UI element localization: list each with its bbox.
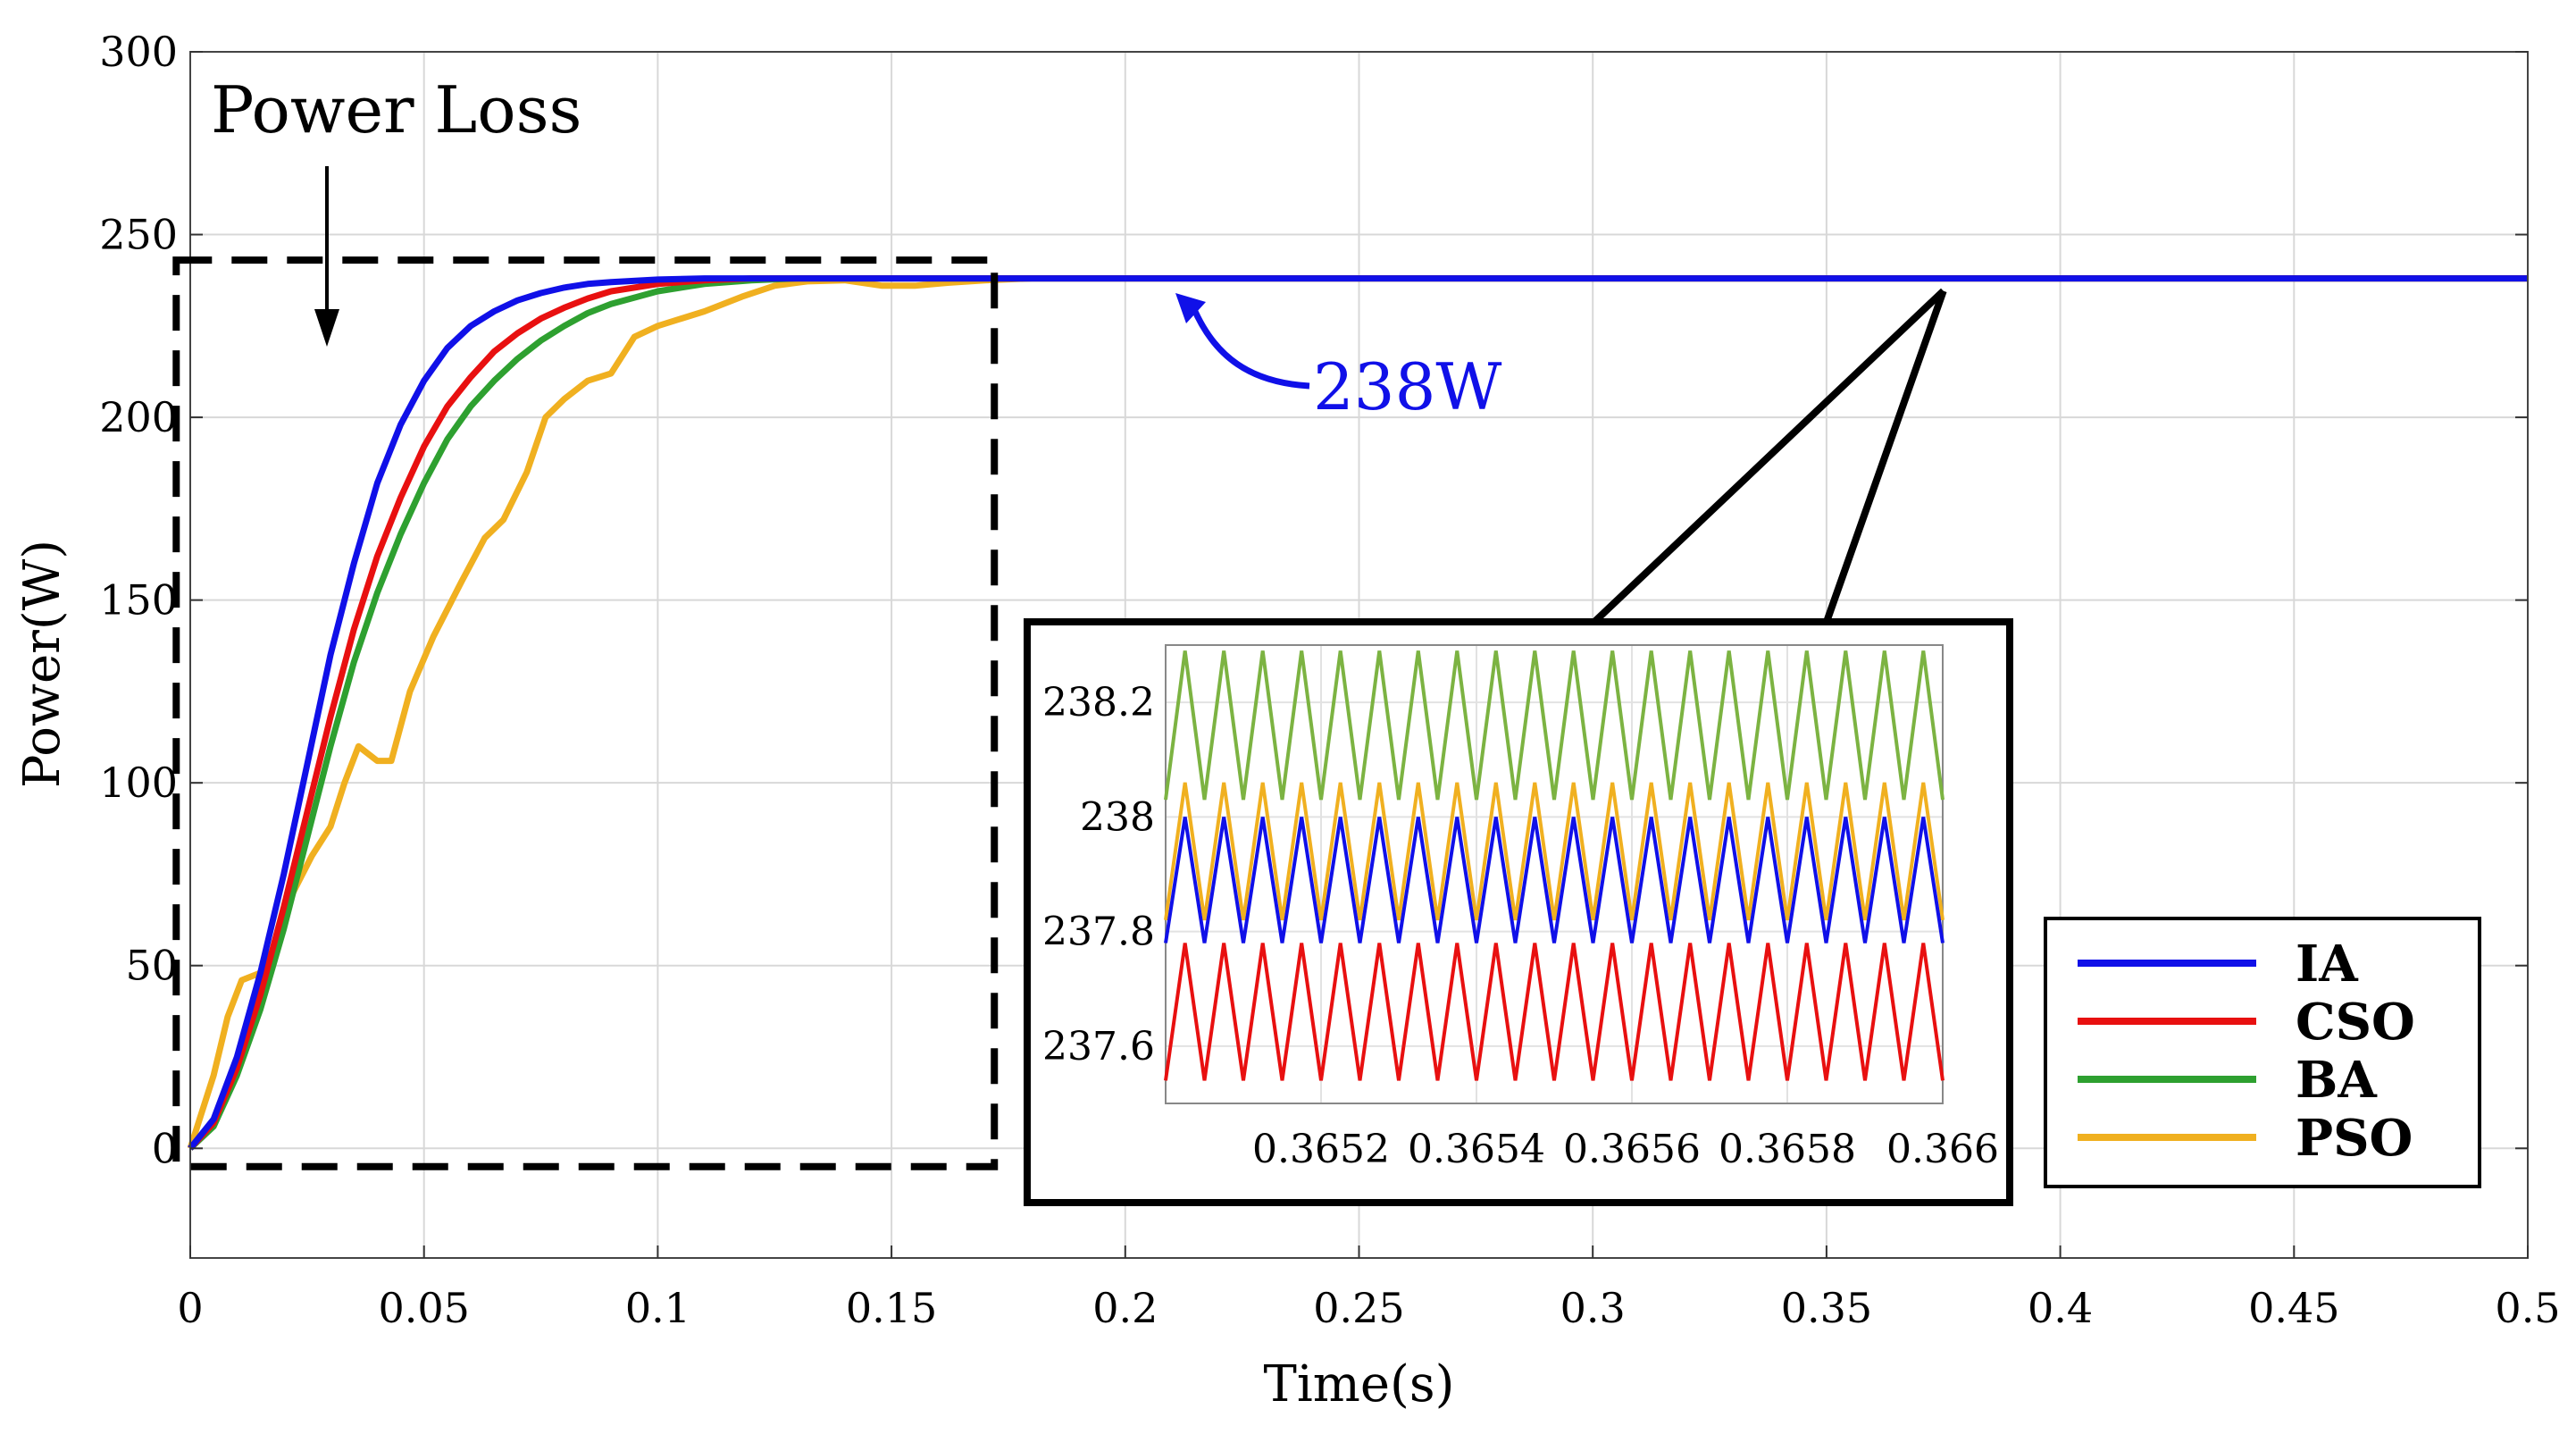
inset-x-tick-label: 0.3652 [1252, 1127, 1390, 1172]
x-tick-label: 0 [177, 1284, 203, 1332]
inset-y-tick-label: 238.2 [1042, 680, 1155, 725]
inset-y-tick-label: 237.8 [1042, 910, 1155, 955]
power-loss-arrow-icon [314, 166, 339, 347]
inset-zoom-plot: 0.3652 0.3654 0.3656 0.3658 0.366 237.6 237.8 2… [1024, 618, 2013, 1206]
legend-label-ia: IA [2296, 935, 2359, 994]
x-tick-label: 0.35 [1781, 1284, 1872, 1332]
inset-x-tick-label: 0.3654 [1408, 1127, 1545, 1172]
x-tick-label: 0.4 [2028, 1284, 2093, 1332]
steady-value-arrow-icon [1175, 293, 1310, 390]
inset-trace-pso [1164, 782, 1945, 921]
x-tick-label: 0.2 [1092, 1284, 1158, 1332]
x-tick-label: 0.1 [625, 1284, 690, 1332]
x-tick-label: 0.05 [378, 1284, 469, 1332]
power-loss-annotation: Power Loss [211, 72, 581, 147]
arrow-head [314, 309, 339, 347]
x-tick-label: 0.3 [1560, 1284, 1626, 1332]
series-lines [187, 275, 2528, 1151]
y-tick-label: 50 [125, 942, 178, 990]
steady-value-annotation: 238W [1313, 349, 1501, 424]
inset-x-tick-label: 0.3656 [1563, 1127, 1701, 1172]
y-axis-title: Power(W) [13, 540, 71, 788]
legend-label-cso: CSO [2296, 993, 2415, 1052]
inset-trace-cso [1164, 943, 1945, 1081]
inset-plot-frame [1165, 644, 1944, 1104]
inset-connector-lines [1592, 288, 1947, 625]
inset-y-tick-label: 238 [1080, 794, 1155, 840]
inset-trace-ba [1164, 650, 1945, 801]
connector-right [1823, 289, 1947, 624]
legend-box [2044, 917, 2481, 1188]
connector-left [1592, 288, 1946, 625]
x-tick-label: 0.5 [2495, 1284, 2560, 1332]
y-tick-label: 250 [99, 211, 178, 259]
inset-y-tick-label: 237.6 [1042, 1024, 1155, 1069]
x-tick-label: 0.15 [846, 1284, 937, 1332]
series-line-pso [187, 275, 2528, 1150]
legend-label-pso: PSO [2296, 1109, 2413, 1168]
y-tick-label: 150 [99, 576, 178, 625]
inset-x-tick-label: 0.366 [1886, 1127, 1999, 1172]
arrow-curve [1190, 306, 1310, 390]
y-tick-label: 200 [99, 393, 178, 441]
x-tick-label: 0.45 [2248, 1284, 2339, 1332]
x-axis-title: Time(s) [1264, 1355, 1455, 1413]
zoom-region-box [172, 256, 999, 1170]
inset-trace-ia [1164, 817, 1945, 943]
y-tick-label: 300 [99, 28, 178, 76]
legend-label-ba: BA [2296, 1051, 2378, 1110]
x-tick-label: 0.25 [1313, 1284, 1404, 1332]
series-line-ia [188, 275, 2528, 1151]
y-tick-label: 100 [99, 759, 178, 807]
arrow-head [1175, 293, 1206, 323]
inset-x-tick-label: 0.3658 [1719, 1127, 1856, 1172]
